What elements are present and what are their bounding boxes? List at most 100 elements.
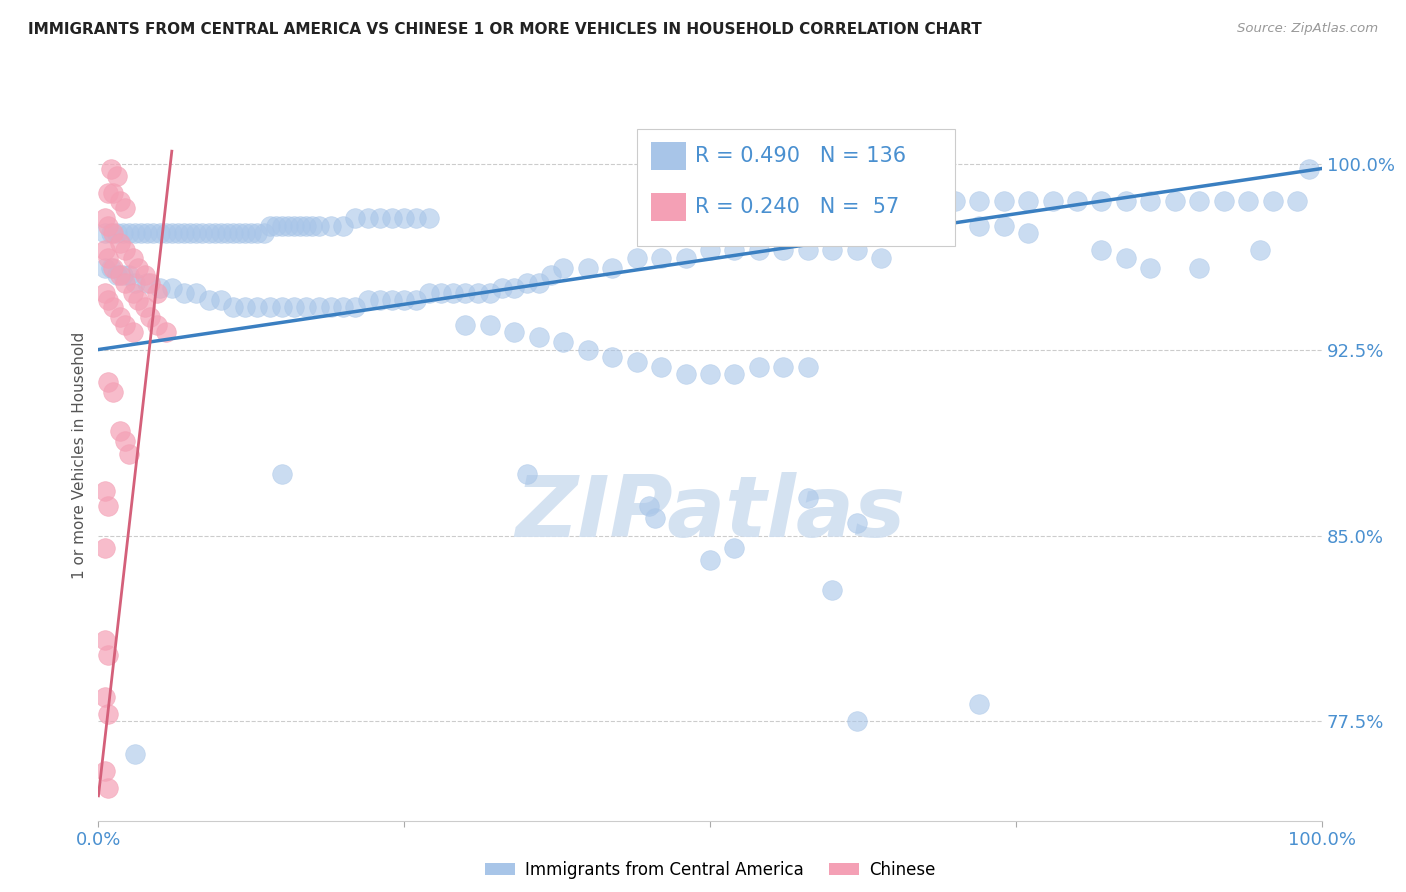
Point xyxy=(197,226,219,240)
Point xyxy=(943,194,966,208)
Point xyxy=(121,325,143,339)
Point xyxy=(246,301,269,315)
Point xyxy=(240,226,263,240)
Point xyxy=(114,318,136,332)
Point xyxy=(222,301,245,315)
Point xyxy=(101,301,124,315)
Point xyxy=(870,251,893,265)
Point xyxy=(215,226,238,240)
Point xyxy=(821,244,844,258)
Point xyxy=(100,226,122,240)
Point xyxy=(1139,260,1161,275)
Point xyxy=(93,764,115,778)
Point xyxy=(167,226,190,240)
Point xyxy=(93,690,115,704)
Point xyxy=(1115,194,1137,208)
Point xyxy=(650,359,672,374)
Point xyxy=(222,226,245,240)
Point xyxy=(748,244,770,258)
Point xyxy=(233,226,256,240)
Point xyxy=(699,553,721,567)
Point xyxy=(637,499,661,513)
Point xyxy=(127,260,149,275)
Point xyxy=(392,293,416,307)
Point xyxy=(845,516,868,530)
Point xyxy=(1017,194,1039,208)
Point xyxy=(527,330,550,344)
Point xyxy=(277,219,299,233)
Point xyxy=(259,219,281,233)
Point xyxy=(392,211,416,226)
Point xyxy=(356,211,378,226)
Point xyxy=(600,350,623,364)
Point xyxy=(97,706,120,721)
Point xyxy=(845,244,868,258)
Point xyxy=(1188,194,1211,208)
Point xyxy=(540,268,562,282)
Point xyxy=(93,541,115,555)
Point xyxy=(1188,260,1211,275)
Point xyxy=(515,467,537,481)
Point xyxy=(228,226,250,240)
Point xyxy=(344,211,367,226)
Point xyxy=(626,251,648,265)
Point xyxy=(97,375,120,389)
Point xyxy=(179,226,201,240)
Point xyxy=(1237,194,1260,208)
Point xyxy=(93,632,115,647)
Point xyxy=(967,697,990,711)
Point xyxy=(124,747,146,761)
Point xyxy=(1042,194,1064,208)
Point xyxy=(149,280,172,294)
Point xyxy=(191,226,214,240)
Point xyxy=(491,280,513,294)
Point xyxy=(93,211,115,226)
Text: R = 0.240   N =  57: R = 0.240 N = 57 xyxy=(696,197,900,217)
Point xyxy=(723,541,745,555)
Point xyxy=(134,268,156,282)
Point xyxy=(209,226,232,240)
Point xyxy=(368,211,391,226)
Point xyxy=(97,648,120,662)
Point xyxy=(478,285,501,300)
Point xyxy=(368,293,391,307)
Point xyxy=(118,447,141,461)
Point xyxy=(748,359,770,374)
Point xyxy=(1212,194,1234,208)
Point xyxy=(478,318,501,332)
Point xyxy=(105,169,128,183)
Point xyxy=(264,219,287,233)
Point xyxy=(723,368,745,382)
Point xyxy=(600,260,623,275)
Point xyxy=(110,310,132,325)
Point xyxy=(204,226,226,240)
Point xyxy=(1066,194,1088,208)
Point xyxy=(650,251,672,265)
Point xyxy=(270,467,294,481)
Point xyxy=(675,251,697,265)
Point xyxy=(101,226,124,240)
Point xyxy=(100,260,122,275)
Point xyxy=(252,226,274,240)
Point xyxy=(454,285,477,300)
Point xyxy=(576,260,599,275)
Point xyxy=(503,325,526,339)
Point xyxy=(1017,226,1039,240)
Point xyxy=(723,244,745,258)
Point xyxy=(967,219,990,233)
Point xyxy=(1286,194,1309,208)
Point xyxy=(93,285,115,300)
Point xyxy=(290,219,312,233)
Point xyxy=(121,285,143,300)
Point xyxy=(772,359,794,374)
Point xyxy=(97,251,120,265)
Point xyxy=(405,293,427,307)
Point xyxy=(129,226,152,240)
Point xyxy=(503,280,526,294)
Point xyxy=(699,368,721,382)
Point xyxy=(149,226,172,240)
Point xyxy=(772,244,794,258)
Point xyxy=(308,301,330,315)
Point xyxy=(110,235,132,250)
Point xyxy=(430,285,453,300)
